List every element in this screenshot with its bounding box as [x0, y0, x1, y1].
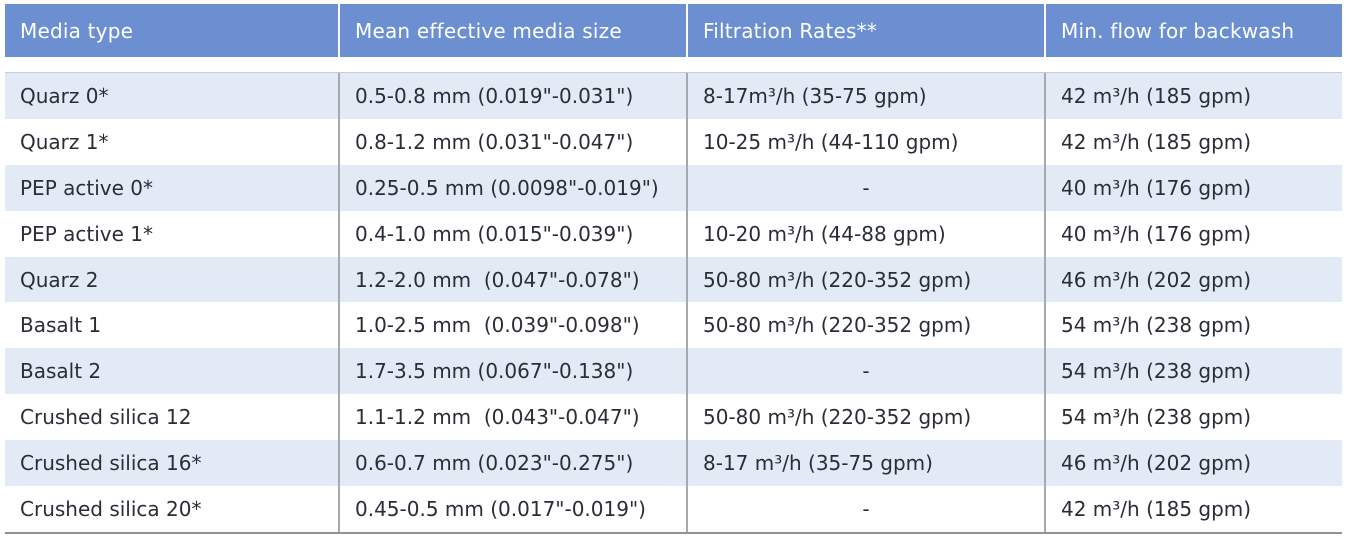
backwash-flow-cell: 40 m³/h (176 gpm)	[1061, 221, 1252, 246]
media-type-cell: Crushed silica 16*	[5, 440, 340, 487]
filtration-rate-cell: 10-25 m³/h (44-110 gpm)	[688, 118, 1046, 165]
filtration-rate-cell: -	[688, 164, 1046, 211]
filtration-rate-cell: 50-80 m³/h (220-352 gpm)	[688, 394, 1046, 441]
backwash-flow-cell: 46 m³/h (202 gpm)	[1061, 267, 1252, 292]
backwash-flow-cell: 42 m³/h (185 gpm)	[1061, 129, 1252, 154]
media-size-cell: 1.2-2.0 mm (0.047"-0.078")	[340, 256, 688, 303]
media-size-cell: 0.5-0.8 mm (0.019"-0.031")	[340, 73, 688, 119]
media-type-cell: Basalt 1	[5, 302, 340, 349]
table-row: PEP active 0* 0.25-0.5 mm (0.0098"-0.019"…	[5, 164, 1342, 211]
header-media-type: Media type	[5, 4, 340, 57]
media-type-cell: Crushed silica 20*	[5, 486, 340, 532]
table-bottom-border	[5, 531, 1342, 534]
table-row: PEP active 1* 0.4-1.0 mm (0.015"-0.039") 1…	[5, 210, 1342, 257]
table-row: Quarz 1* 0.8-1.2 mm (0.031"-0.047") 10-25 …	[5, 118, 1342, 165]
table-row: Quarz 0* 0.5-0.8 mm (0.019"-0.031") 8-17m³…	[5, 73, 1342, 119]
media-size-cell: 0.45-0.5 mm (0.017"-0.019")	[340, 486, 688, 532]
media-type-cell: Quarz 2	[5, 256, 340, 303]
filtration-rate-cell: 8-17m³/h (35-75 gpm)	[688, 73, 1046, 119]
media-table: Media type Mean effective media size Fil…	[5, 4, 1342, 534]
table-row: Crushed silica 20* 0.45-0.5 mm (0.017"-0.…	[5, 486, 1342, 532]
filtration-rate-cell: -	[688, 486, 1046, 532]
backwash-flow-cell: 42 m³/h (185 gpm)	[1061, 83, 1252, 108]
media-type-cell: Quarz 0*	[5, 73, 340, 119]
table-body: Quarz 0* 0.5-0.8 mm (0.019"-0.031") 8-17m³…	[5, 73, 1342, 532]
filtration-rate-cell: -	[688, 348, 1046, 395]
filtration-rate-cell: 50-80 m³/h (220-352 gpm)	[688, 256, 1046, 303]
header-media-size: Mean effective media size	[340, 4, 688, 57]
table-row: Crushed silica 12 1.1-1.2 mm (0.043"-0.04…	[5, 394, 1342, 441]
backwash-flow-cell: 40 m³/h (176 gpm)	[1061, 175, 1252, 200]
media-size-cell: 0.8-1.2 mm (0.031"-0.047")	[340, 118, 688, 165]
media-size-cell: 1.1-1.2 mm (0.043"-0.047")	[340, 394, 688, 441]
media-type-cell: Quarz 1*	[5, 118, 340, 165]
backwash-flow-cell: 54 m³/h (238 gpm)	[1061, 313, 1252, 338]
media-type-cell: Basalt 2	[5, 348, 340, 395]
backwash-flow-cell: 54 m³/h (238 gpm)	[1061, 359, 1252, 384]
media-size-cell: 1.7-3.5 mm (0.067"-0.138")	[340, 348, 688, 395]
media-type-cell: Crushed silica 12	[5, 394, 340, 441]
media-size-cell: 0.25-0.5 mm (0.0098"-0.019")	[340, 164, 688, 211]
table-row: Basalt 1 1.0-2.5 mm (0.039"-0.098") 50-80 …	[5, 302, 1342, 349]
backwash-flow-cell: 42 m³/h (185 gpm)	[1061, 496, 1252, 521]
table-row: Crushed silica 16* 0.6-0.7 mm (0.023"-0.2…	[5, 440, 1342, 487]
table-header: Media type Mean effective media size Fil…	[5, 4, 1342, 57]
table-row: Basalt 2 1.7-3.5 mm (0.067"-0.138") -54 m³…	[5, 348, 1342, 395]
media-size-cell: 0.4-1.0 mm (0.015"-0.039")	[340, 210, 688, 257]
header-gap	[5, 57, 1342, 73]
filtration-rate-cell: 8-17 m³/h (35-75 gpm)	[688, 440, 1046, 487]
header-backwash-flow: Min. flow for backwash	[1061, 18, 1295, 43]
filtration-rate-cell: 50-80 m³/h (220-352 gpm)	[688, 302, 1046, 349]
media-size-cell: 1.0-2.5 mm (0.039"-0.098")	[340, 302, 688, 349]
media-size-cell: 0.6-0.7 mm (0.023"-0.275")	[340, 440, 688, 487]
table-row: Quarz 2 1.2-2.0 mm (0.047"-0.078") 50-80 m…	[5, 256, 1342, 303]
header-filtration-rates: Filtration Rates**	[688, 4, 1046, 57]
filtration-rate-cell: 10-20 m³/h (44-88 gpm)	[688, 210, 1046, 257]
media-type-cell: PEP active 0*	[5, 164, 340, 211]
media-type-cell: PEP active 1*	[5, 210, 340, 257]
backwash-flow-cell: 46 m³/h (202 gpm)	[1061, 451, 1252, 476]
backwash-flow-cell: 54 m³/h (238 gpm)	[1061, 405, 1252, 430]
